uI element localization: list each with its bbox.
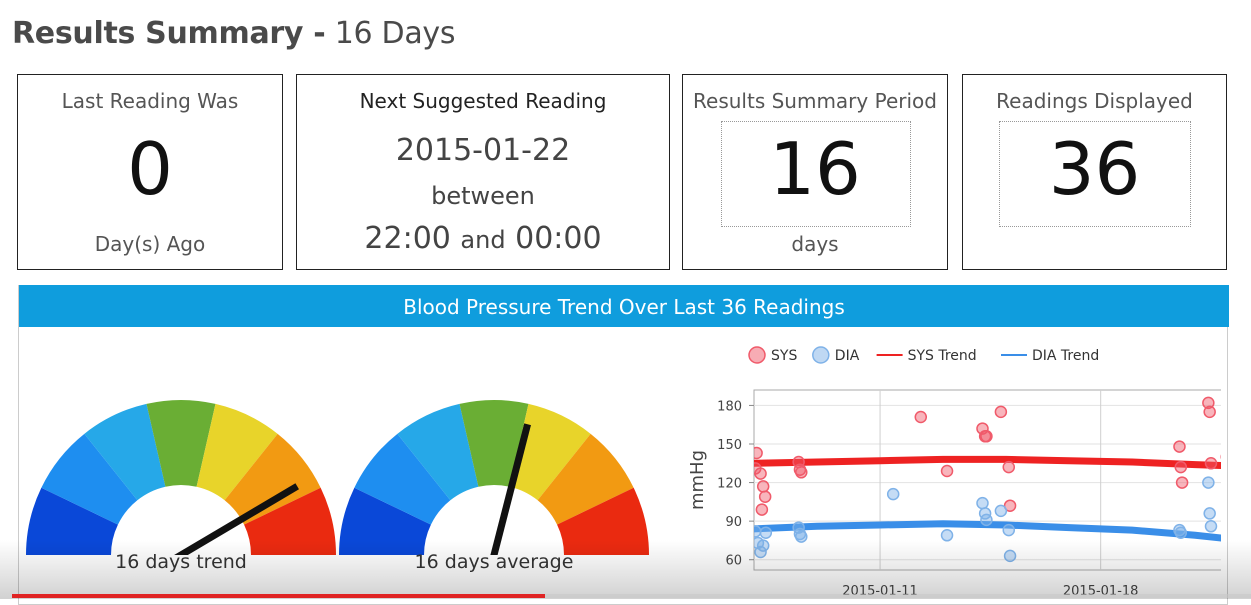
series-sys-point-15 xyxy=(1002,460,1016,474)
chart-ytick-label-2: 120 xyxy=(717,477,742,492)
series-sys-trend-line xyxy=(754,455,1221,469)
legend-sys-marker xyxy=(748,346,766,364)
chart-plot-area xyxy=(753,389,1221,571)
gauge-1-segment-6 xyxy=(244,487,336,555)
summary-period-value: 16 xyxy=(769,127,861,211)
series-sys-point-2 xyxy=(756,480,770,493)
gauge-1-segment-1 xyxy=(41,433,138,525)
series-sys-point-10 xyxy=(940,464,954,478)
series-sys-point-16 xyxy=(1003,499,1017,512)
series-sys-point-9 xyxy=(914,410,928,424)
series-dia-point-0 xyxy=(754,525,762,538)
last-reading-card: Last Reading Was 0 Day(s) Ago xyxy=(17,74,283,270)
series-sys-point-21 xyxy=(1203,405,1216,419)
next-reading-and: and xyxy=(460,226,506,254)
gauge-2-segment-5 xyxy=(537,433,634,525)
summary-period-box[interactable] xyxy=(721,121,911,227)
series-sys-point-13 xyxy=(980,430,993,443)
next-reading-between: between xyxy=(431,182,535,210)
page-title-main: Results Summary - xyxy=(12,16,326,51)
gauge-1-segment-2 xyxy=(84,403,166,501)
readings-displayed-value: 36 xyxy=(1048,127,1141,211)
next-reading-time-window: 22:00 and 00:00 xyxy=(297,221,669,256)
series-sys-point-17 xyxy=(1173,440,1186,453)
bp-trend-panel-title: Blood Pressure Trend Over Last 36 Readin… xyxy=(19,285,1229,327)
next-reading-label: Next Suggested Reading xyxy=(359,89,607,113)
summary-period-card: Results Summary Period 16 days xyxy=(682,74,948,270)
series-sys-point-8 xyxy=(795,466,808,479)
legend-dia-label: DIA xyxy=(835,348,860,364)
series-dia-point-3 xyxy=(756,539,770,552)
gauge-1-segment-4 xyxy=(196,403,278,501)
last-reading-value: 0 xyxy=(127,127,173,211)
gauge-2-needle xyxy=(490,423,531,555)
trend-gauge-label: 16 days trend xyxy=(115,551,247,573)
series-sys-point-4 xyxy=(755,503,769,516)
last-reading-label: Last Reading Was xyxy=(61,89,239,113)
series-sys-point-19 xyxy=(1175,476,1189,489)
readings-displayed-card: Readings Displayed 36 xyxy=(962,74,1227,270)
page-title: Results Summary - 16 Days xyxy=(12,16,456,51)
series-dia-point-10 xyxy=(976,496,989,510)
series-dia-point-15 xyxy=(1003,549,1017,563)
series-sys-point-14 xyxy=(994,405,1008,419)
video-progress-fill xyxy=(12,594,545,598)
next-reading-time-to: 00:00 xyxy=(515,221,602,256)
average-gauge-label: 16 days average xyxy=(414,551,574,573)
series-dia-point-9 xyxy=(940,529,954,542)
summary-period-label: Results Summary Period xyxy=(693,89,937,113)
chart-ytick-label-3: 150 xyxy=(717,438,742,453)
series-dia-point-20 xyxy=(1204,520,1218,533)
series-sys-point-5 xyxy=(754,462,762,475)
last-reading-unit: Day(s) Ago xyxy=(94,232,206,256)
summary-period-unit: days xyxy=(791,232,839,256)
next-reading-time-from: 22:00 xyxy=(364,221,451,256)
series-dia-point-4 xyxy=(759,526,773,539)
bp-trend-panel: Blood Pressure Trend Over Last 36 Readin… xyxy=(18,285,1229,605)
chart-ytick-label-4: 180 xyxy=(717,399,742,414)
next-reading-date: 2015-01-22 xyxy=(395,133,571,168)
legend-sys-label: SYS xyxy=(771,348,797,364)
series-dia-point-12 xyxy=(980,513,993,527)
gauge-2-segment-0 xyxy=(339,487,431,555)
gauge-1-segment-0 xyxy=(26,487,118,555)
series-sys-point-0 xyxy=(754,446,763,460)
series-dia-point-8 xyxy=(886,487,900,501)
legend-dia-trend-label: DIA Trend xyxy=(1032,348,1099,364)
series-dia-point-13 xyxy=(994,504,1008,518)
chart-ytick-label-1: 90 xyxy=(725,515,742,530)
gauge-2-segment-3 xyxy=(459,400,529,487)
next-reading-card: Next Suggested Reading 2015-01-22 betwee… xyxy=(296,74,670,270)
chart-ytick-label-0: 60 xyxy=(725,554,742,569)
series-dia-point-14 xyxy=(1002,523,1016,537)
gauge-2-segment-6 xyxy=(557,487,649,555)
trend-gauge xyxy=(26,400,336,555)
legend-sys-trend-label: SYS Trend xyxy=(908,348,977,364)
gauge-2-segment-1 xyxy=(354,433,451,525)
series-sys-point-20 xyxy=(1202,396,1215,410)
gauge-1-segment-5 xyxy=(224,433,321,525)
series-dia-point-18 xyxy=(1202,476,1215,489)
series-sys-point-22 xyxy=(1204,457,1218,470)
video-progress-bar[interactable] xyxy=(12,594,1251,598)
legend-dia-marker xyxy=(812,346,830,364)
gauge-2-segment-2 xyxy=(397,403,479,501)
chart-ylabel: mmHg xyxy=(687,450,708,510)
readings-displayed-box[interactable] xyxy=(999,121,1191,227)
page-title-period: 16 Days xyxy=(334,16,456,51)
series-sys-point-3 xyxy=(758,490,772,503)
average-gauge xyxy=(339,400,649,555)
readings-displayed-label: Readings Displayed xyxy=(996,89,1193,113)
gauge-1-needle xyxy=(174,483,299,555)
series-dia-point-2 xyxy=(754,545,767,559)
series-dia-point-19 xyxy=(1203,507,1216,520)
series-sys-point-18 xyxy=(1174,460,1188,474)
gauge-1-segment-3 xyxy=(146,400,216,487)
series-dia-point-17 xyxy=(1174,526,1188,539)
series-dia-point-7 xyxy=(795,530,808,543)
